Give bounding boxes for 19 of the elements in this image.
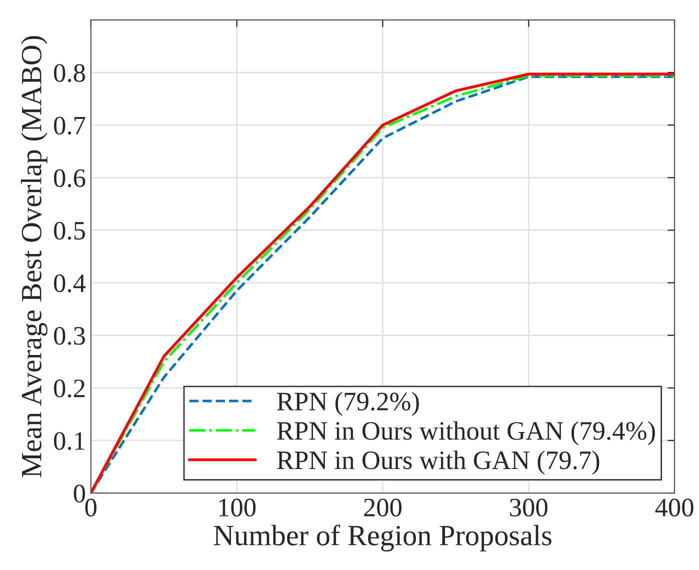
y-tick-label: 0 <box>74 484 86 502</box>
y-tick-label: 0.3 <box>54 326 85 345</box>
x-tick-label: 300 <box>510 498 548 516</box>
y-tick-label: 0.4 <box>54 274 86 292</box>
x-axis-title: Number of Region Proposals <box>214 524 552 552</box>
y-tick-label: 0.6 <box>54 169 86 188</box>
x-tick-label: 100 <box>219 498 256 516</box>
x-tick-label: 400 <box>655 498 694 516</box>
y-tick-label: 0.1 <box>54 432 84 450</box>
y-tick-label: 0.5 <box>54 222 85 240</box>
y-tick-label: 0.7 <box>54 116 86 135</box>
y-tick-label: 0.2 <box>54 380 85 398</box>
legend-label: RPN in Ours with GAN (79.7) <box>277 450 600 475</box>
y-axis-title: Mean Average Best Overlap (MABO) <box>20 36 48 478</box>
y-tick-label: 0.8 <box>54 64 86 82</box>
legend-label: RPN in Ours without GAN (79.4%) <box>277 421 655 446</box>
legend-label: RPN (79.2%) <box>277 392 419 416</box>
x-tick-label: 0 <box>85 498 96 516</box>
x-tick-label: 200 <box>364 498 402 516</box>
